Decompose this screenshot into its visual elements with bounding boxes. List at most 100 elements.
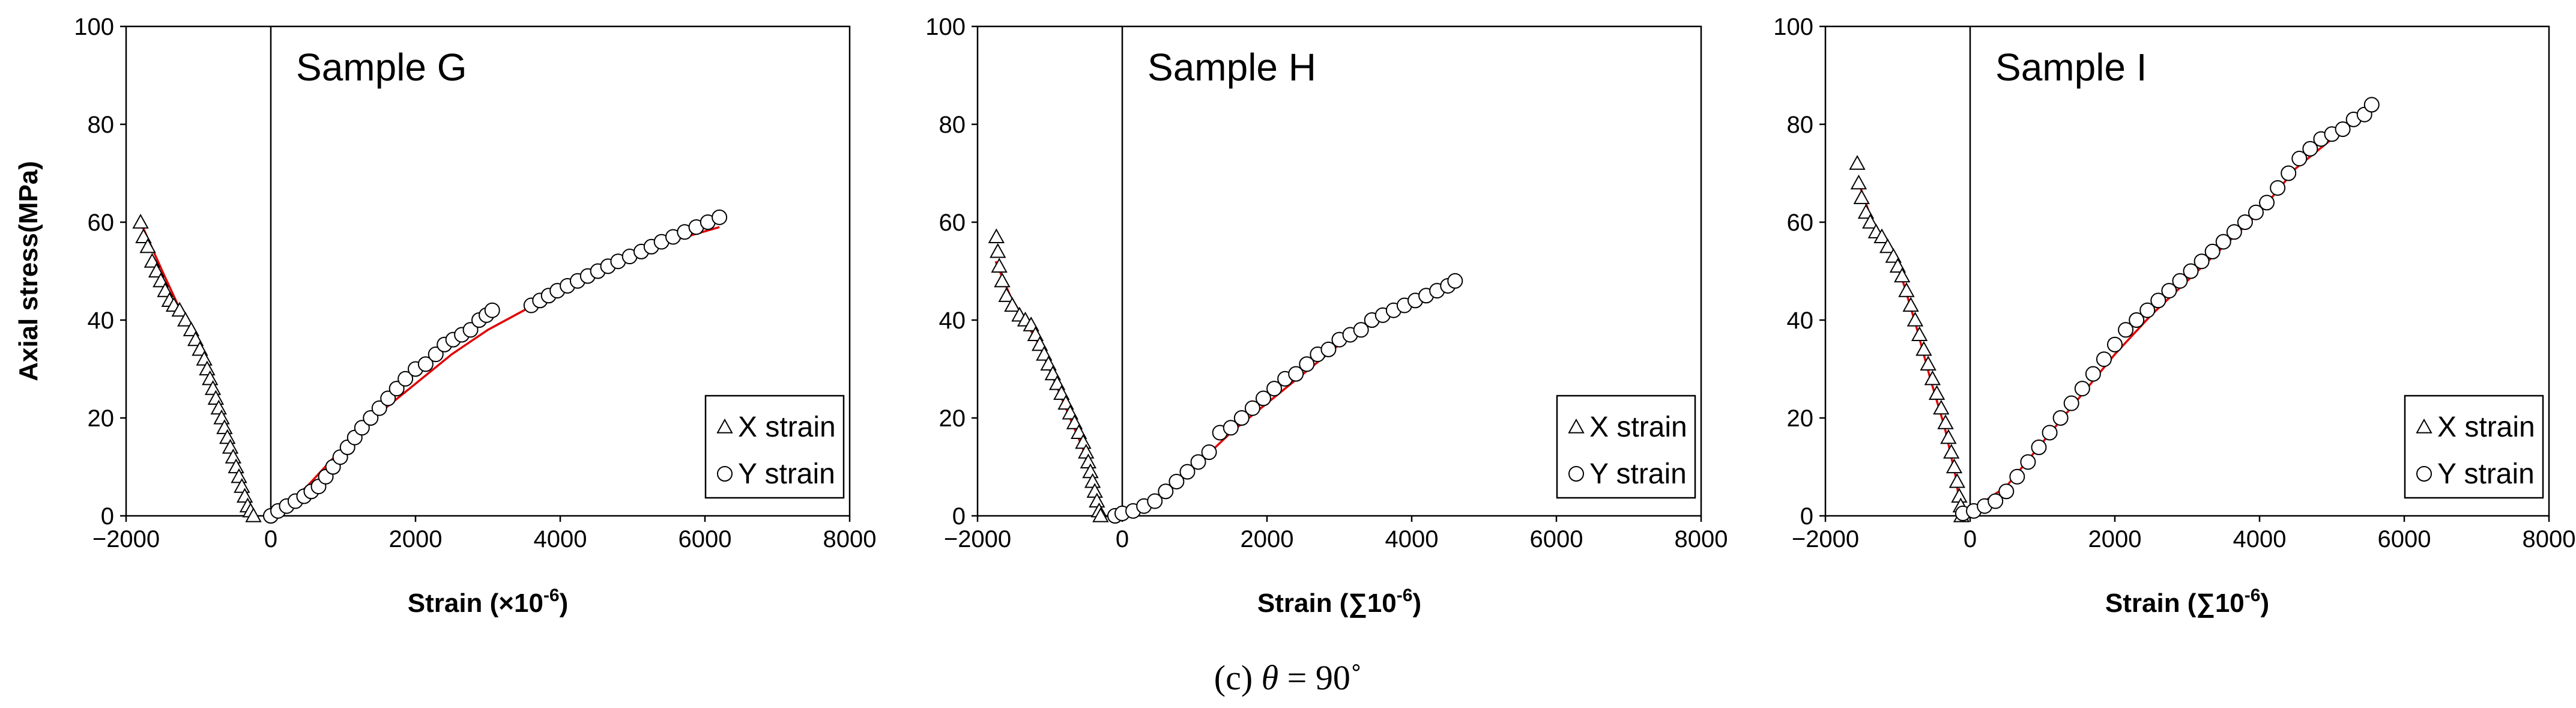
y-strain-point <box>1190 454 1206 470</box>
x-strain-point <box>1850 174 1867 190</box>
y-strain-point <box>389 381 405 397</box>
x-strain-point <box>1066 414 1083 429</box>
series-x-strain <box>1849 155 1970 522</box>
x-axis-title-sup: -6 <box>1397 585 1413 605</box>
x-strain-point <box>153 272 169 288</box>
x-strain-point <box>1898 282 1915 297</box>
y-strain-point <box>2074 381 2090 397</box>
y-strain-point <box>2129 312 2145 328</box>
x-strain-point <box>1928 385 1946 400</box>
legend-label: Y strain <box>1589 458 1687 490</box>
chart-panel-3: −2000 0 2000 4000 6000 8000020406080100Strain… <box>1773 14 2575 618</box>
y-tick-label: 40 <box>939 307 966 334</box>
y-tick-label: 100 <box>925 14 966 40</box>
y-strain-point <box>2183 263 2199 279</box>
legend: X strain Y strain <box>1556 395 1696 499</box>
x-tick-label: 6000 <box>679 526 732 552</box>
y-strain-point <box>2194 253 2210 270</box>
y-strain-point <box>2259 195 2275 211</box>
plot-frame <box>976 25 1702 517</box>
legend-box <box>704 395 845 499</box>
y-strain-point <box>1179 464 1196 480</box>
y-strain-point <box>371 400 387 416</box>
y-strain-point <box>2063 395 2079 411</box>
fit-line-x-strain <box>1856 178 1963 516</box>
y-strain-point <box>2107 336 2123 352</box>
y-tick-label: 60 <box>939 210 966 236</box>
x-strain-point <box>1933 399 1950 415</box>
x-strain-point <box>1048 375 1066 390</box>
y-strain-point <box>1147 493 1163 509</box>
y-strain-point <box>1233 410 1250 426</box>
y-strain-point <box>2085 366 2101 382</box>
y-strain-point <box>2052 410 2069 426</box>
y-strain-point <box>2291 151 2308 167</box>
x-strain-point <box>988 228 1005 244</box>
y-strain-point <box>2161 283 2177 299</box>
x-strain-point <box>213 409 230 425</box>
x-strain-point <box>187 331 204 346</box>
x-tick-label: 0 <box>1116 526 1129 552</box>
legend-label: Y strain <box>2437 458 2535 490</box>
fit-line-y-strain <box>1114 285 1456 517</box>
y-strain-point <box>484 302 500 318</box>
y-strain-point <box>2009 468 2025 485</box>
x-strain-point <box>148 262 165 278</box>
circle-marker-icon <box>1568 466 1584 482</box>
y-strain-point <box>1169 473 1185 489</box>
x-strain-point <box>236 488 253 503</box>
x-strain-point <box>225 449 242 464</box>
plot-frame <box>125 25 851 517</box>
y-strain-point <box>2204 243 2221 259</box>
x-strain-point <box>1943 443 1960 459</box>
y-strain-point <box>2363 97 2380 113</box>
y-tick-label: 60 <box>88 210 115 236</box>
x-strain-point <box>207 390 225 405</box>
legend-label: X strain <box>1589 411 1687 443</box>
series-y-strain <box>263 209 728 524</box>
x-strain-point <box>1075 434 1092 449</box>
legend-label: X strain <box>738 411 836 443</box>
y-axis-title: Axial stress(MPa) <box>14 161 43 381</box>
y-strain-point <box>1998 483 2015 500</box>
y-tick-label: 80 <box>88 112 115 138</box>
legend-label: X strain <box>2437 411 2535 443</box>
y-tick-label: 20 <box>88 405 115 432</box>
series-x-strain <box>988 228 1109 522</box>
x-strain-point <box>192 340 208 356</box>
series-y-strain <box>1107 273 1463 524</box>
x-strain-point <box>222 438 239 454</box>
x-tick-label: 4000 <box>2233 526 2287 552</box>
x-strain-point <box>1023 316 1039 331</box>
chart-panel-2: −2000 0 2000 4000 6000 8000020406080100Strain… <box>925 14 1728 618</box>
series-x-strain <box>132 213 262 522</box>
panel-title: Sample G <box>296 46 467 89</box>
x-strain-point <box>177 311 194 327</box>
x-strain-point <box>139 238 156 253</box>
x-axis-title-end: ) <box>1412 588 1421 618</box>
y-strain-point <box>2118 322 2134 338</box>
y-strain-point <box>354 420 370 436</box>
x-tick-label: 2000 <box>2088 526 2142 552</box>
x-strain-point <box>135 228 152 244</box>
x-strain-point <box>196 351 213 366</box>
x-axis-title-sup: -6 <box>543 585 560 605</box>
x-strain-point <box>1092 507 1109 522</box>
y-tick-label: 0 <box>1800 503 1813 530</box>
x-strain-point <box>171 301 188 317</box>
x-tick-label: 8000 <box>1675 526 1728 552</box>
y-strain-point <box>2031 439 2047 455</box>
x-strain-point <box>210 399 227 415</box>
y-tick-label: 40 <box>88 307 115 334</box>
x-tick-label: 8000 <box>2523 526 2576 552</box>
panel-title: Sample I <box>1995 46 2147 89</box>
x-axis-title-sup: -6 <box>2245 585 2261 605</box>
y-strain-point <box>1299 356 1315 372</box>
fit-line-y-strain <box>1962 109 2372 517</box>
x-strain-point <box>1849 155 1866 170</box>
y-strain-point <box>1320 341 1337 357</box>
legend-label: Y strain <box>738 458 835 490</box>
x-tick-label: 2000 <box>1241 526 1294 552</box>
y-strain-point <box>1223 420 1239 436</box>
